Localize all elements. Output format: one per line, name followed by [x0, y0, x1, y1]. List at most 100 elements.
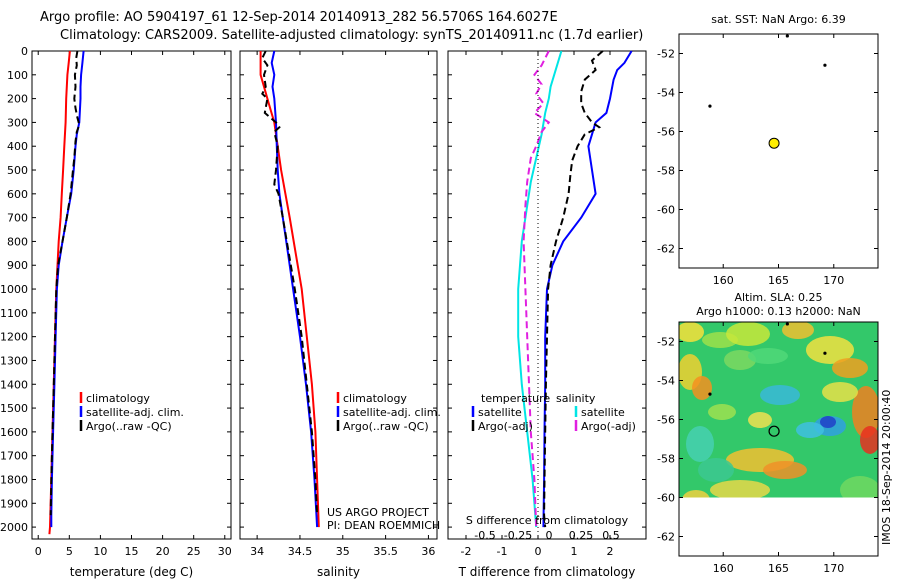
y-tick-label: 1700 [0, 450, 28, 463]
sla-blob [760, 385, 800, 405]
argo-position-marker [768, 137, 780, 149]
map-x-tick-label: 165 [768, 562, 789, 575]
y-tick-label: 1300 [0, 354, 28, 367]
top-tick-label: 0.5 [602, 529, 620, 542]
x-axis-label: temperature (deg C) [70, 565, 193, 579]
x-tick-label: 20 [156, 545, 170, 558]
map-x-tick-label: 160 [713, 562, 734, 575]
legend-label: Argo(-adj) [478, 420, 533, 433]
map-background [679, 34, 878, 268]
x-axis-label-2: S difference from climatology [466, 514, 629, 527]
track-point [708, 392, 712, 396]
sla-blob [840, 476, 878, 498]
sla-blob [822, 382, 858, 402]
legend-label: climatology [86, 392, 150, 405]
sla-blob [679, 322, 704, 342]
argo-position-marker [768, 425, 780, 437]
panel-difference: -2 -1 0 1 2 T difference from climatology temp… [447, 50, 647, 579]
y-tick-label: 800 [7, 235, 28, 248]
panel-sst-map: 160 165 170 -52 -54 -56 -58 -60 -62 sat. SST: NaN… [657, 13, 879, 287]
map-y-tick-label: -58 [657, 165, 675, 178]
map-x-tick-label: 165 [768, 274, 789, 287]
sla-blob [796, 422, 824, 438]
x-tick-label: 5 [66, 545, 73, 558]
y-tick-label: 0 [21, 45, 28, 58]
legend-label: satellite [478, 406, 522, 419]
top-tick-label: -0.5 [474, 529, 495, 542]
x-tick-label: 36 [421, 545, 435, 558]
sla-blob [748, 348, 788, 364]
project-annotation: US ARGO PROJECT [327, 506, 429, 519]
legend-label: satellite [581, 406, 625, 419]
map-y-tick-label: -52 [657, 336, 675, 349]
x-tick-label: -1 [497, 545, 508, 558]
sla-blob [748, 412, 772, 428]
plot-frame [31, 50, 232, 540]
y-tick-label: 1400 [0, 378, 28, 391]
x-axis-label: T difference from climatology [458, 565, 636, 579]
map-title-line-1: Altim. SLA: 0.25 [734, 291, 822, 304]
map-y-tick-label: -52 [657, 48, 675, 61]
map-y-tick-label: -62 [657, 531, 675, 544]
y-tick-label: 700 [7, 212, 28, 225]
x-tick-label: 0 [535, 545, 542, 558]
pi-annotation: PI: DEAN ROEMMICH [327, 519, 440, 532]
y-tick-label: 1500 [0, 402, 28, 415]
x-tick-label: 25 [187, 545, 201, 558]
y-tick-label: 500 [7, 164, 28, 177]
top-tick-label: 0.25 [569, 529, 594, 542]
panel-temperature: 0 5 10 15 20 25 300100200300400500600700800900… [0, 45, 232, 579]
map-y-tick-label: -54 [657, 87, 675, 100]
map-y-tick-label: -56 [657, 126, 675, 139]
legend-salinity-title: salinity [556, 392, 596, 405]
track-point [785, 34, 789, 38]
top-tick-label: 0 [546, 529, 553, 542]
legend-label: Argo(-adj) [581, 420, 636, 433]
x-tick-label: 35.5 [373, 545, 398, 558]
x-tick-label: 0 [35, 545, 42, 558]
map-y-tick-label: -56 [657, 414, 675, 427]
sla-blob [852, 386, 878, 438]
map-y-tick-label: -62 [657, 243, 675, 256]
map-title-line-2: Argo h1000: 0.13 h2000: NaN [696, 305, 861, 318]
sla-blob [820, 416, 836, 428]
sla-blob [832, 358, 868, 378]
x-tick-label: 34 [250, 545, 264, 558]
map-y-tick-label: -58 [657, 453, 675, 466]
y-tick-label: 1900 [0, 497, 28, 510]
panel-salinity: 34 34.5 35 35.5 36 salinity climatologysatelli… [239, 50, 441, 579]
sla-blob [726, 322, 770, 346]
sla-blob [692, 376, 712, 400]
y-tick-label: 400 [7, 140, 28, 153]
plot-frame [239, 50, 438, 540]
sla-blob [724, 350, 756, 370]
y-tick-label: 300 [7, 116, 28, 129]
y-tick-label: 1000 [0, 283, 28, 296]
map-x-tick-label: 170 [823, 274, 844, 287]
sla-blob [763, 461, 807, 479]
legend-temperature-title: temperature [481, 392, 550, 405]
y-tick-label: 100 [7, 69, 28, 82]
header-line-1: Argo profile: AO 5904197_61 12-Sep-2014 … [40, 10, 558, 25]
sla-blob [682, 490, 710, 498]
map-y-tick-label: -60 [657, 492, 675, 505]
legend-label: Argo(..raw -QC) [343, 420, 429, 433]
y-tick-label: 1600 [0, 426, 28, 439]
x-tick-label: 15 [125, 545, 139, 558]
series-line-s-satellite [517, 50, 563, 528]
series-line-s-argo-adj- [522, 50, 551, 528]
sla-blob [708, 404, 736, 420]
legend-label: satellite-adj. clim. [343, 406, 441, 419]
legend-label: satellite-adj. clim. [86, 406, 184, 419]
y-tick-label: 1200 [0, 331, 28, 344]
legend-label: Argo(..raw -QC) [86, 420, 172, 433]
sla-blob [710, 480, 770, 498]
series-line-t-argo-adj- [543, 50, 604, 528]
legend-label: climatology [343, 392, 407, 405]
y-tick-label: 1100 [0, 307, 28, 320]
sla-blob [782, 322, 814, 339]
track-point [823, 351, 827, 355]
y-tick-label: 200 [7, 93, 28, 106]
x-tick-label: -2 [461, 545, 472, 558]
